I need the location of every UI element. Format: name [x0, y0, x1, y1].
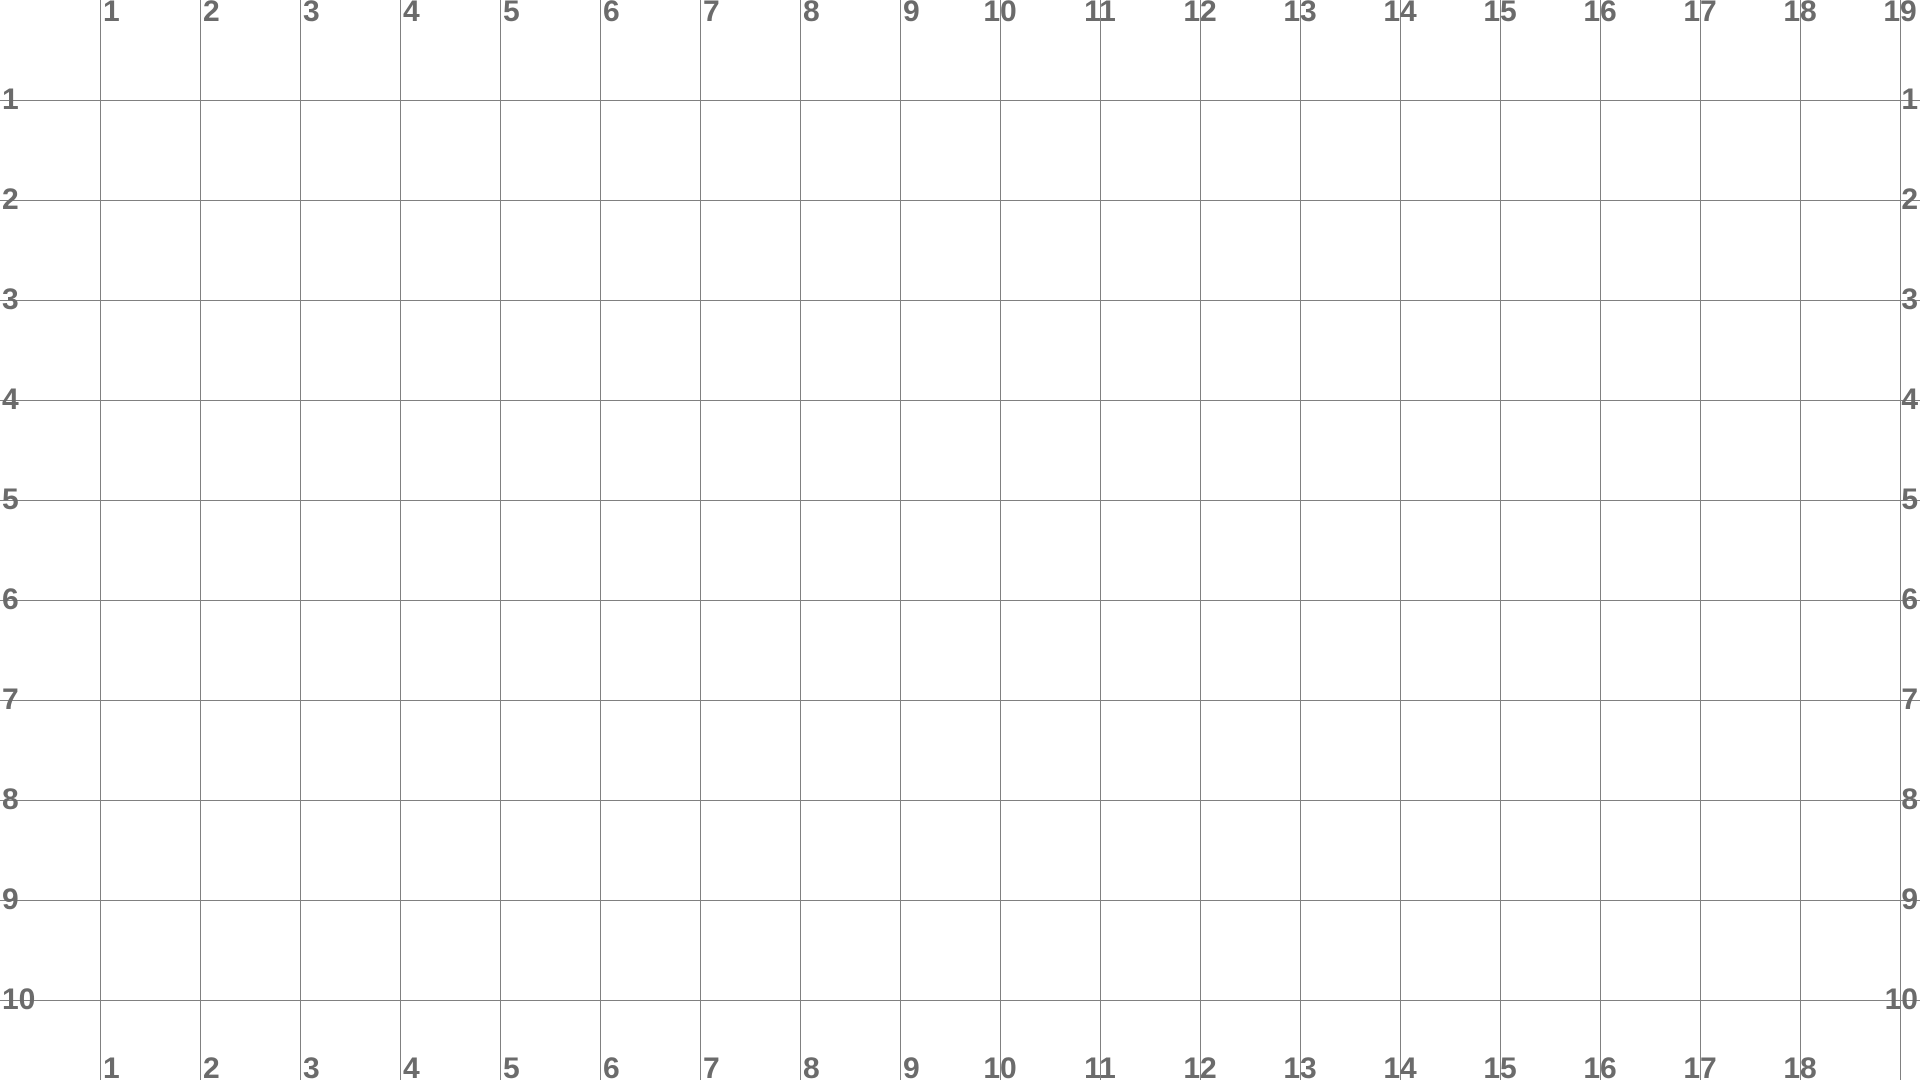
- grid-horizontal-line: [0, 700, 1920, 701]
- grid-vertical-line: [800, 0, 801, 1080]
- grid-vertical-line: [1800, 0, 1801, 1080]
- grid-column-label-top: 16: [1583, 0, 1617, 28]
- grid-column-label-top: 11: [1084, 0, 1116, 28]
- grid-column-label-bottom: 11: [1084, 1052, 1116, 1080]
- grid-row-label-left: 5: [2, 483, 19, 516]
- grid-row-label-left: 8: [2, 783, 19, 816]
- grid-column-label-bottom: 18: [1783, 1052, 1817, 1080]
- grid-row-label-right: 9: [1901, 883, 1918, 916]
- grid-row-label-right: 7: [1901, 683, 1918, 716]
- grid-row-label-right: 5: [1901, 483, 1918, 516]
- grid-vertical-line: [1100, 0, 1101, 1080]
- grid-column-label-top: 15: [1483, 0, 1517, 28]
- grid-vertical-line: [400, 0, 401, 1080]
- grid-vertical-line: [300, 0, 301, 1080]
- grid-horizontal-line: [0, 900, 1920, 901]
- grid-column-label-bottom: 13: [1283, 1052, 1317, 1080]
- grid-column-label-top: 8: [803, 0, 820, 28]
- grid-column-label-top: 2: [203, 0, 220, 28]
- grid-column-label-bottom: 3: [303, 1052, 320, 1080]
- grid-column-label-bottom: 17: [1683, 1052, 1717, 1080]
- grid-column-label-top: 14: [1383, 0, 1417, 28]
- grid-column-label-bottom: 15: [1483, 1052, 1517, 1080]
- grid-column-label-top: 10: [983, 0, 1017, 28]
- grid-row-label-left: 6: [2, 583, 19, 616]
- grid-row-label-left: 2: [2, 183, 19, 216]
- grid-column-label-bottom: 6: [603, 1052, 620, 1080]
- grid-row-label-left: 3: [2, 283, 19, 316]
- grid-vertical-line: [200, 0, 201, 1080]
- grid-column-label-top: 6: [603, 0, 620, 28]
- grid-column-label-bottom: 14: [1383, 1052, 1417, 1080]
- grid-vertical-line: [600, 0, 601, 1080]
- grid-row-label-right: 2: [1901, 183, 1918, 216]
- grid-vertical-line: [1700, 0, 1701, 1080]
- grid-column-label-bottom: 12: [1183, 1052, 1217, 1080]
- grid-row-label-left: 9: [2, 883, 19, 916]
- grid-horizontal-line: [0, 400, 1920, 401]
- grid-column-label-top: 17: [1683, 0, 1717, 28]
- grid-column-label-bottom: 1: [103, 1052, 120, 1080]
- grid-row-label-right: 10: [1884, 983, 1918, 1016]
- grid-horizontal-line: [0, 600, 1920, 601]
- grid-vertical-line: [700, 0, 701, 1080]
- grid-column-label-top: 18: [1783, 0, 1817, 28]
- grid-vertical-line: [500, 0, 501, 1080]
- grid-column-label-bottom: 4: [403, 1052, 420, 1080]
- grid-vertical-line: [900, 0, 901, 1080]
- grid-vertical-line: [100, 0, 101, 1080]
- grid-column-label-top: 3: [303, 0, 320, 28]
- grid-vertical-line: [1200, 0, 1201, 1080]
- grid-row-label-right: 6: [1901, 583, 1918, 616]
- grid-row-label-left: 10: [2, 983, 36, 1016]
- grid-column-label-top: 19: [1883, 0, 1917, 28]
- grid-column-label-top: 1: [103, 0, 120, 28]
- grid-vertical-line: [1900, 0, 1901, 1080]
- grid-row-label-right: 3: [1901, 283, 1918, 316]
- grid-column-label-top: 5: [503, 0, 520, 28]
- grid-column-label-bottom: 7: [703, 1052, 720, 1080]
- grid-horizontal-line: [0, 800, 1920, 801]
- grid-row-label-right: 4: [1901, 383, 1918, 416]
- grid-vertical-line: [1300, 0, 1301, 1080]
- grid-horizontal-line: [0, 500, 1920, 501]
- grid-column-label-top: 12: [1183, 0, 1217, 28]
- grid-column-label-top: 13: [1283, 0, 1317, 28]
- grid-column-label-top: 4: [403, 0, 420, 28]
- grid-column-label-bottom: 8: [803, 1052, 820, 1080]
- grid-vertical-line: [1400, 0, 1401, 1080]
- grid-row-label-left: 7: [2, 683, 19, 716]
- grid-row-label-left: 1: [2, 83, 19, 116]
- grid-row-label-right: 1: [1901, 83, 1918, 116]
- grid-column-label-bottom: 9: [903, 1052, 920, 1080]
- grid-horizontal-line: [0, 100, 1920, 101]
- grid-column-label-top: 7: [703, 0, 720, 28]
- grid-vertical-line: [1000, 0, 1001, 1080]
- grid-horizontal-line: [0, 200, 1920, 201]
- grid-horizontal-line: [0, 1000, 1920, 1001]
- grid-row-label-right: 8: [1901, 783, 1918, 816]
- grid-column-label-bottom: 16: [1583, 1052, 1617, 1080]
- grid-column-label-top: 9: [903, 0, 920, 28]
- grid-column-label-bottom: 10: [983, 1052, 1017, 1080]
- grid-column-label-bottom: 2: [203, 1052, 220, 1080]
- grid-vertical-line: [1600, 0, 1601, 1080]
- grid-column-label-bottom: 5: [503, 1052, 520, 1080]
- grid-horizontal-line: [0, 300, 1920, 301]
- grid-row-label-left: 4: [2, 383, 19, 416]
- grid-vertical-line: [1500, 0, 1501, 1080]
